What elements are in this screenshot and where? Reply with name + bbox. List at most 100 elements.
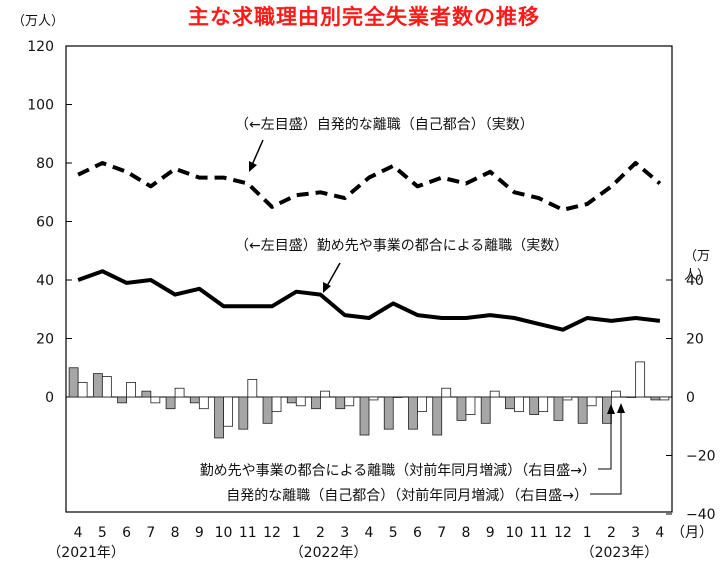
x-tick-label: 12 (263, 525, 281, 541)
x-tick-label: 5 (98, 525, 107, 541)
right-tick-label: −40 (686, 507, 716, 523)
left-tick-label: 100 (27, 98, 54, 114)
bar-jihatsu-diff (562, 396, 573, 401)
bar-jihatsu-diff (659, 396, 670, 401)
bar-jihatsu-diff (392, 396, 403, 398)
x-tick-label: 2 (316, 525, 325, 541)
bar-jihatsu-diff (126, 381, 136, 398)
x-tick-label: 1 (583, 525, 592, 541)
left-tick-label: 60 (36, 215, 54, 231)
chart-title: 主な求職理由別完全失業者数の推移 (188, 5, 540, 29)
x-axis-unit: （月） (671, 525, 713, 541)
bar-jihatsu-diff (77, 381, 88, 398)
bar-jigyou-diff (408, 396, 418, 430)
bar-jihatsu-diff (489, 390, 500, 398)
bar-jihatsu-diff (344, 396, 355, 407)
x-tick-label: 2 (607, 525, 616, 541)
bar-jigyou-diff (335, 396, 346, 410)
bar-jihatsu-diff (417, 396, 427, 413)
annotation-jihatsu-actual: （←左目盛）自発的な離職（自己都合）（実数） (235, 116, 534, 133)
x-tick-label: 9 (195, 525, 204, 541)
bar-jihatsu-diff (635, 361, 646, 398)
x-tick-label: 5 (389, 525, 398, 541)
bar-jigyou-diff (165, 396, 176, 410)
bar-jihatsu-diff (368, 396, 379, 401)
bar-jihatsu-diff (441, 387, 452, 398)
annotation-arrow (251, 139, 264, 166)
bar-jigyou-diff (238, 396, 249, 430)
annotation-connector (590, 412, 622, 495)
year-label: （2022年） (290, 545, 368, 561)
bar-jigyou-diff (480, 396, 491, 424)
right-tick-label: 0 (686, 390, 695, 406)
x-tick-label: 7 (146, 525, 155, 541)
x-tick-label: 11 (239, 525, 257, 541)
bar-jihatsu-diff (514, 396, 524, 413)
bar-jigyou-diff (529, 396, 540, 415)
x-tick-label: 4 (655, 525, 664, 541)
bar-jihatsu-diff (247, 379, 258, 398)
bar-jigyou-diff (650, 396, 661, 401)
plot-frame (65, 45, 673, 513)
bar-jigyou-diff (432, 396, 443, 436)
bar-jihatsu-diff (465, 396, 476, 415)
bar-jihatsu-diff (101, 376, 112, 398)
x-tick-label: 8 (461, 525, 470, 541)
right-tick-label: 40 (686, 273, 704, 289)
annotation-jigyou-actual: （←左目盛）勤め先や事業の都合による離職（実数） (235, 237, 568, 254)
left-tick-label: 120 (27, 39, 54, 55)
left-tick-label: 40 (36, 273, 54, 289)
x-tick-label: 10 (215, 525, 233, 541)
bar-jigyou-diff (311, 396, 321, 410)
bar-jihatsu-diff (295, 396, 306, 407)
annotation-jigyou-diff: 勤め先や事業の都合による離職（対前年同月増減）（右目盛→） (200, 462, 596, 479)
bar-jigyou-diff (214, 396, 224, 439)
x-tick-label: 9 (486, 525, 495, 541)
bar-jigyou-diff (141, 390, 152, 398)
year-label: （2021年） (47, 545, 125, 561)
x-tick-label: 7 (437, 525, 446, 541)
bar-jihatsu-diff (174, 387, 185, 398)
x-tick-label: 10 (506, 525, 524, 541)
x-tick-label: 8 (171, 525, 180, 541)
bar-jihatsu-diff (198, 396, 209, 410)
x-tick-label: 3 (631, 525, 640, 541)
bar-jigyou-diff (505, 396, 515, 410)
line-jigyou (77, 269, 661, 332)
bar-jigyou-diff (359, 396, 370, 436)
x-tick-label: 6 (413, 525, 422, 541)
annotation-connector (598, 413, 612, 470)
right-tick-label: 20 (686, 332, 704, 348)
bar-jigyou-diff (117, 396, 127, 404)
bar-jihatsu-diff (271, 396, 282, 413)
bar-jigyou-diff (68, 367, 79, 398)
left-tick-label: 80 (36, 156, 54, 172)
bar-jihatsu-diff (611, 390, 621, 398)
bar-jigyou-diff (626, 396, 637, 398)
bar-jigyou-diff (286, 396, 297, 404)
bar-jigyou-diff (456, 396, 467, 421)
annotation-arrowhead (607, 404, 615, 414)
x-tick-label: 6 (122, 525, 131, 541)
left-axis-unit: （万人） (12, 14, 65, 29)
bar-jihatsu-diff (586, 396, 597, 407)
bar-jigyou-diff (383, 396, 394, 430)
bar-jigyou-diff (577, 396, 588, 424)
left-tick-label: 0 (45, 390, 54, 406)
annotation-arrowhead (617, 403, 625, 413)
bar-jigyou-diff (262, 396, 273, 424)
right-axis-unit: （万人） (684, 249, 711, 283)
right-tick-label: −20 (686, 449, 716, 465)
left-tick-label: 20 (36, 332, 54, 348)
bar-jihatsu-diff (538, 396, 549, 413)
bar-jihatsu-diff (150, 396, 161, 404)
annotation-arrowhead (249, 161, 257, 172)
x-tick-label: 3 (340, 525, 349, 541)
x-tick-label: 12 (554, 525, 572, 541)
annotation-arrowhead (323, 282, 331, 293)
bar-jigyou-diff (92, 373, 103, 398)
x-tick-label: 4 (74, 525, 83, 541)
x-tick-label: 1 (292, 525, 301, 541)
x-tick-label: 11 (530, 525, 548, 541)
